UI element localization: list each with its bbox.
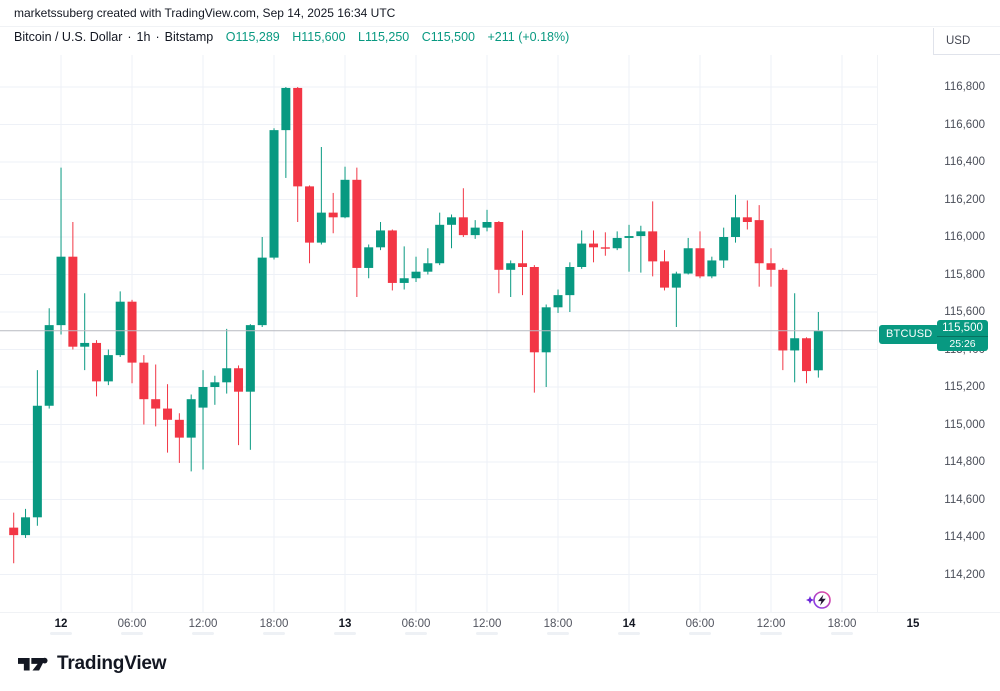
price-tick-label: 116,000 [944,231,985,243]
time-tick-label: 12:00 [188,618,218,630]
price-tick-label: 116,600 [944,118,985,131]
time-tick-label: 14 [622,618,636,630]
ohlc-low: L115,250 [358,30,410,44]
price-tick-label: 114,800 [944,456,985,468]
price-axis-currency-cell: USD [933,28,1000,55]
price-tick-label: 116,800 [944,81,985,93]
time-tick-label: 12 [54,618,68,630]
currency-label: USD [946,35,971,47]
price-tick-label: 114,200 [944,568,985,581]
time-tick-label: 06:00 [401,618,431,630]
tradingview-logomark [18,657,48,671]
chart-interval: 1h [136,30,151,44]
time-tick-label: 13 [338,618,352,630]
symbol-name: Bitcoin / U.S. Dollar [14,30,123,44]
price-tick-label: 115,000 [944,418,985,431]
time-tick-underline [689,632,711,635]
time-tick-label: 12:00 [756,618,786,630]
price-change: +211 (+0.18%) [487,30,570,44]
time-tick-underline [405,632,428,635]
time-tick-underline [50,632,73,635]
symbol-price-badge: BTCUSD [879,324,940,344]
time-tick-label: 06:00 [685,618,715,630]
lightning-bolt-icon [818,594,826,606]
price-tick-label: 115,200 [944,381,985,393]
tradingview-logo[interactable]: TradingView [18,651,167,677]
price-tick-label: 115,800 [944,268,985,281]
price-label-divider [937,335,988,337]
time-tick-label: 12:00 [472,618,502,630]
ohlc-high: H115,600 [292,30,346,44]
time-tick-underline [334,632,357,635]
time-tick-label: 06:00 [117,618,147,630]
time-tick-underline [831,632,853,635]
time-tick-label: 18:00 [543,618,573,630]
last-price-label: 115,500 25:26 [937,319,988,351]
price-tick-label: 115,600 [944,306,985,318]
time-tick-underline [121,632,144,635]
price-tick-label: 116,400 [944,156,985,168]
time-tick-underline [760,632,782,635]
time-tick-label: 18:00 [827,618,857,630]
time-tick-underline [476,632,499,635]
price-tick-label: 116,200 [944,193,985,206]
flash-icon[interactable] [804,588,834,612]
sparkle-icon [806,596,814,604]
attribution-text: marketssuberg created with TradingView.c… [14,6,396,20]
price-tick-label: 114,400 [944,531,985,543]
time-tick-underline [192,632,215,635]
symbol-header: Bitcoin / U.S. Dollar · 1h · Bitstamp O115,2… [14,30,570,44]
tradingview-wordmark: TradingView [57,653,167,674]
price-tick-label: 114,600 [944,493,985,506]
bar-countdown: 25:26 [949,337,976,350]
chart-plot-area[interactable] [0,28,877,612]
time-tick-underline [263,632,286,635]
attribution-bar: marketssuberg created with TradingView.c… [0,0,1000,27]
time-tick-label: 18:00 [259,618,289,630]
ohlc-open: O115,289 [225,30,280,44]
last-price-value: 115,500 [942,321,983,334]
ohlc-close: C115,500 [421,30,476,44]
time-tick-label: 15 [906,618,920,630]
exchange-name: Bitstamp [164,30,214,44]
time-axis-separator [0,612,1000,613]
price-axis-separator [877,55,878,612]
time-tick-underline [547,632,570,635]
time-tick-underline [618,632,641,635]
